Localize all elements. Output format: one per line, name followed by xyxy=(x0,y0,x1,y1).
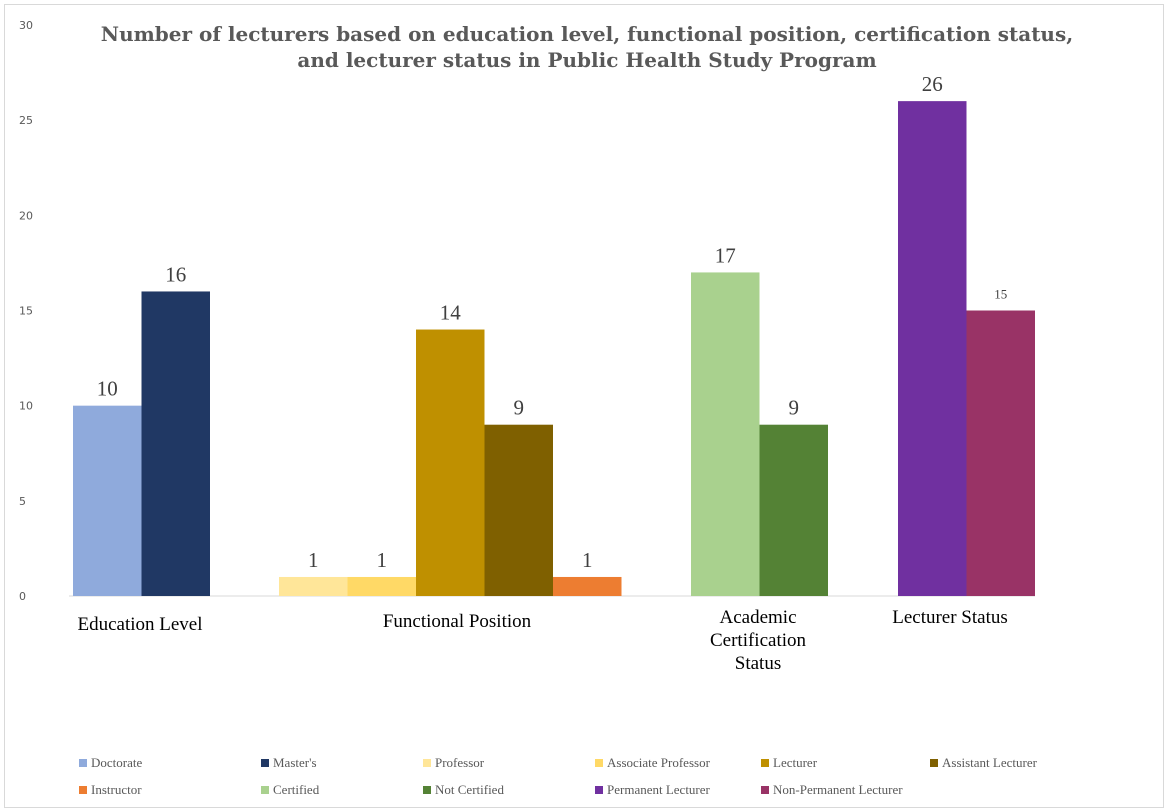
legend-label: Doctorate xyxy=(91,755,142,770)
bar-lecturer xyxy=(416,329,485,596)
legend-item-permanent-lecturer: Permanent Lecturer xyxy=(595,782,711,797)
category-label: Lecturer Status xyxy=(892,607,1008,628)
data-label-certified: 17 xyxy=(715,243,736,267)
chart-title-line: Number of lecturers based on education l… xyxy=(101,22,1073,46)
legend-label: Certified xyxy=(273,782,320,797)
category-label: Functional Position xyxy=(383,611,532,632)
category-labels: Education Level Functional Position Academ… xyxy=(77,607,1007,674)
y-tick-label: 15 xyxy=(19,305,33,318)
data-labels: 10 16 1 1 14 9 1 17 9 26 15 xyxy=(97,72,1008,572)
chart-title: Number of lecturers based on education l… xyxy=(101,22,1073,72)
data-label-lecturer: 14 xyxy=(440,301,462,325)
legend-swatch xyxy=(423,759,431,767)
bar-doctorate xyxy=(73,405,142,596)
bar-permanent-lecturer xyxy=(898,101,967,596)
bar-instructor xyxy=(553,576,622,596)
y-tick-label: 30 xyxy=(19,19,33,32)
category-label: Status xyxy=(735,653,781,674)
legend-swatch xyxy=(595,786,603,794)
data-label-doctorate: 10 xyxy=(97,377,118,401)
legend-label: Non-Permanent Lecturer xyxy=(773,782,903,797)
data-label-associate-professor: 1 xyxy=(377,548,388,572)
data-label-master-s: 16 xyxy=(165,262,186,286)
y-tick-label: 10 xyxy=(19,400,33,413)
bar-associate-professor xyxy=(347,576,416,596)
legend-swatch xyxy=(595,759,603,767)
chart-frame: Number of lecturers based on education l… xyxy=(4,4,1164,808)
legend-swatch xyxy=(423,786,431,794)
data-label-non-permanent-lecturer: 15 xyxy=(994,287,1007,302)
legend-swatch xyxy=(79,786,87,794)
category-label: Academic xyxy=(719,607,796,628)
y-tick-label: 0 xyxy=(19,590,26,603)
category-label: Certification xyxy=(710,630,807,651)
legend-item-non-permanent-lecturer: Non-Permanent Lecturer xyxy=(761,782,903,797)
legend-item-not-certified: Not Certified xyxy=(423,782,504,797)
legend-label: Lecturer xyxy=(773,755,818,770)
legend-item-doctorate: Doctorate xyxy=(79,755,142,770)
bar-master-s xyxy=(141,291,210,596)
legend-item-instructor: Instructor xyxy=(79,782,142,797)
legend-item-assistant-lecturer: Assistant Lecturer xyxy=(930,755,1038,770)
legend-item-certified: Certified xyxy=(261,782,320,797)
legend-swatch xyxy=(261,786,269,794)
legend-item-associate-professor: Associate Professor xyxy=(595,755,711,770)
data-label-assistant-lecturer: 9 xyxy=(514,396,525,420)
bar-professor xyxy=(279,576,348,596)
data-label-permanent-lecturer: 26 xyxy=(922,72,943,96)
legend-item-lecturer: Lecturer xyxy=(761,755,818,770)
category-label: Education Level xyxy=(77,614,202,635)
bar-chart: Number of lecturers based on education l… xyxy=(19,19,1073,797)
data-label-professor: 1 xyxy=(308,548,319,572)
y-tick-label: 20 xyxy=(19,209,33,222)
legend-item-master-s: Master's xyxy=(261,755,317,770)
bar-certified xyxy=(691,272,760,596)
bar-assistant-lecturer xyxy=(484,424,553,596)
chart-title-line: and lecturer status in Public Health Stu… xyxy=(297,48,876,72)
legend-label: Associate Professor xyxy=(607,755,711,770)
bar-non-permanent-lecturer xyxy=(966,310,1035,596)
legend-swatch xyxy=(261,759,269,767)
y-tick-label: 5 xyxy=(19,495,26,508)
legend-swatch xyxy=(761,759,769,767)
legend-label: Professor xyxy=(435,755,485,770)
legend-label: Master's xyxy=(273,755,317,770)
legend-label: Permanent Lecturer xyxy=(607,782,711,797)
legend-label: Instructor xyxy=(91,782,142,797)
legend-label: Not Certified xyxy=(435,782,504,797)
legend-label: Assistant Lecturer xyxy=(942,755,1038,770)
legend-swatch xyxy=(79,759,87,767)
legend-item-professor: Professor xyxy=(423,755,485,770)
y-tick-label: 25 xyxy=(19,114,33,127)
legend: Doctorate Master's Professor Associate Prof… xyxy=(79,755,1038,797)
bar-not-certified xyxy=(759,424,828,596)
legend-swatch xyxy=(761,786,769,794)
data-label-not-certified: 9 xyxy=(789,396,800,420)
bars xyxy=(73,101,1035,596)
legend-swatch xyxy=(930,759,938,767)
data-label-instructor: 1 xyxy=(582,548,593,572)
